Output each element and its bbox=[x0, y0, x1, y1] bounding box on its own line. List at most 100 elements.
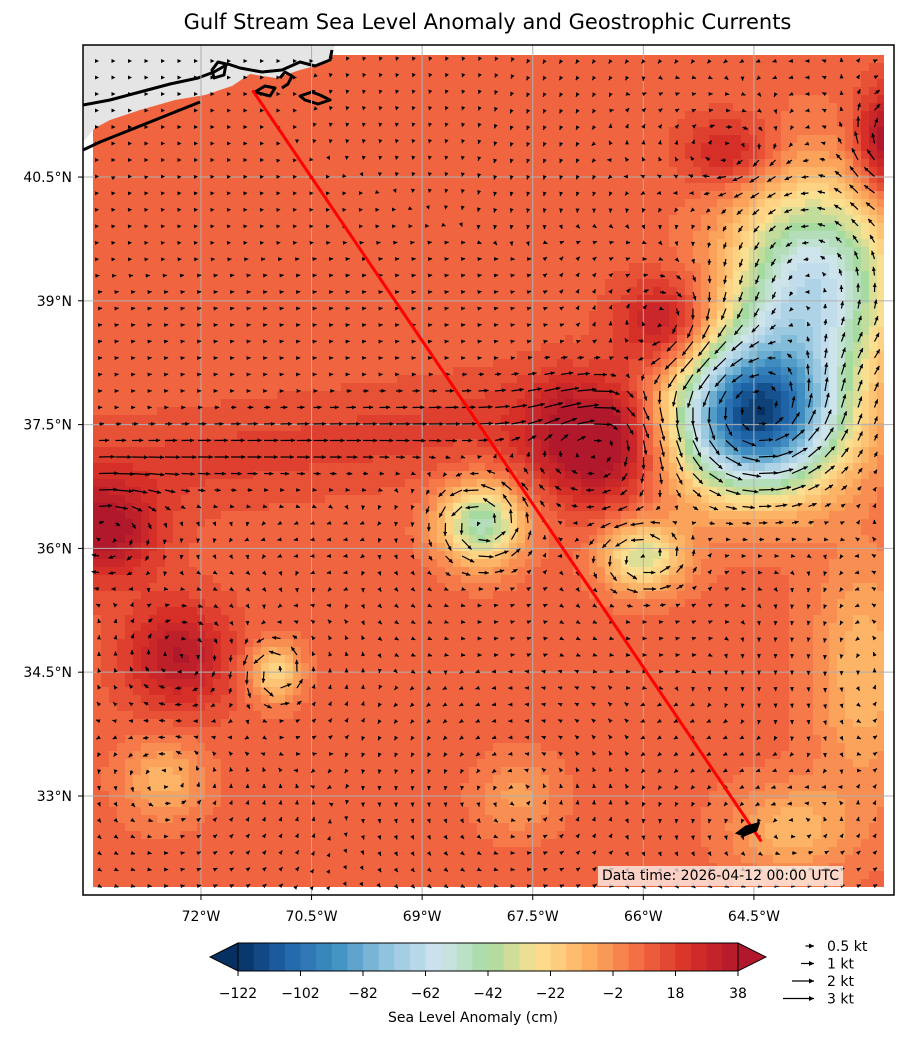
sla-cell bbox=[877, 287, 884, 296]
sla-cell bbox=[541, 191, 550, 200]
sla-cell bbox=[517, 143, 526, 152]
sla-cell bbox=[765, 327, 774, 336]
sla-cell bbox=[565, 239, 574, 248]
sla-cell bbox=[101, 439, 110, 448]
sla-cell bbox=[501, 239, 510, 248]
sla-cell bbox=[469, 119, 478, 128]
sla-cell bbox=[717, 423, 726, 432]
sla-cell bbox=[565, 343, 574, 352]
sla-cell bbox=[829, 359, 838, 368]
sla-cell bbox=[117, 199, 126, 208]
sla-cell bbox=[605, 71, 614, 80]
sla-cell bbox=[341, 191, 350, 200]
sla-cell bbox=[205, 375, 214, 384]
sla-cell bbox=[357, 415, 366, 424]
sla-cell bbox=[181, 359, 190, 368]
sla-cell bbox=[557, 367, 566, 376]
sla-cell bbox=[749, 423, 758, 432]
sla-cell bbox=[533, 119, 542, 128]
sla-cell bbox=[821, 63, 830, 72]
sla-cell bbox=[597, 399, 606, 408]
sla-cell bbox=[125, 215, 134, 224]
sla-cell bbox=[293, 359, 302, 368]
sla-cell bbox=[285, 191, 294, 200]
sla-cell bbox=[349, 183, 358, 192]
sla-cell bbox=[277, 111, 286, 120]
sla-cell bbox=[261, 87, 270, 96]
sla-cell bbox=[309, 447, 318, 456]
sla-cell bbox=[101, 167, 110, 176]
sla-cell bbox=[573, 295, 582, 304]
sla-cell bbox=[365, 319, 374, 328]
sla-cell bbox=[677, 159, 686, 168]
sla-cell bbox=[589, 383, 598, 392]
sla-cell bbox=[125, 135, 134, 144]
sla-cell bbox=[461, 135, 470, 144]
sla-cell bbox=[781, 359, 790, 368]
sla-cell bbox=[653, 343, 662, 352]
sla-cell bbox=[565, 255, 574, 264]
sla-cell bbox=[301, 263, 310, 272]
sla-cell bbox=[549, 287, 558, 296]
sla-cell bbox=[333, 439, 342, 448]
sla-cell bbox=[109, 199, 118, 208]
sla-cell bbox=[117, 239, 126, 248]
sla-cell bbox=[789, 319, 798, 328]
sla-cell bbox=[565, 87, 574, 96]
sla-cell bbox=[493, 239, 502, 248]
sla-cell bbox=[589, 79, 598, 88]
sla-cell bbox=[797, 439, 806, 448]
sla-cell bbox=[453, 367, 462, 376]
sla-cell bbox=[477, 415, 486, 424]
sla-cell bbox=[493, 319, 502, 328]
sla-cell bbox=[285, 271, 294, 280]
sla-cell bbox=[493, 439, 502, 448]
sla-cell bbox=[805, 135, 814, 144]
sla-cell bbox=[413, 415, 422, 424]
sla-cell bbox=[445, 119, 454, 128]
sla-cell bbox=[853, 399, 862, 408]
sla-cell bbox=[613, 247, 622, 256]
sla-cell bbox=[445, 279, 454, 288]
sla-cell bbox=[693, 159, 702, 168]
sla-cell bbox=[245, 431, 254, 440]
sla-cell bbox=[533, 407, 542, 416]
sla-cell bbox=[93, 263, 102, 272]
sla-cell bbox=[301, 423, 310, 432]
sla-cell bbox=[349, 335, 358, 344]
sla-cell bbox=[365, 383, 374, 392]
sla-cell bbox=[389, 455, 398, 464]
sla-cell bbox=[413, 271, 422, 280]
sla-cell bbox=[733, 63, 742, 72]
sla-cell bbox=[325, 375, 334, 384]
sla-cell bbox=[709, 279, 718, 288]
sla-cell bbox=[581, 183, 590, 192]
sla-cell bbox=[701, 71, 710, 80]
sla-cell bbox=[357, 391, 366, 400]
sla-cell bbox=[733, 231, 742, 240]
sla-cell bbox=[677, 191, 686, 200]
sla-cell bbox=[421, 439, 430, 448]
sla-cell bbox=[269, 135, 278, 144]
sla-cell bbox=[213, 359, 222, 368]
sla-cell bbox=[813, 199, 822, 208]
sla-cell bbox=[181, 399, 190, 408]
sla-cell bbox=[389, 143, 398, 152]
sla-cell bbox=[237, 303, 246, 312]
sla-cell bbox=[877, 399, 884, 408]
sla-cell bbox=[757, 247, 766, 256]
sla-cell bbox=[421, 167, 430, 176]
sla-cell bbox=[485, 407, 494, 416]
sla-cell bbox=[445, 63, 454, 72]
sla-cell bbox=[357, 431, 366, 440]
sla-cell bbox=[349, 447, 358, 456]
sla-cell bbox=[109, 447, 118, 456]
sla-cell bbox=[701, 215, 710, 224]
sla-cell bbox=[845, 439, 854, 448]
sla-cell bbox=[733, 255, 742, 264]
sla-cell bbox=[221, 391, 230, 400]
sla-cell bbox=[509, 247, 518, 256]
sla-cell bbox=[285, 343, 294, 352]
sla-cell bbox=[621, 167, 630, 176]
sla-cell bbox=[333, 103, 342, 112]
